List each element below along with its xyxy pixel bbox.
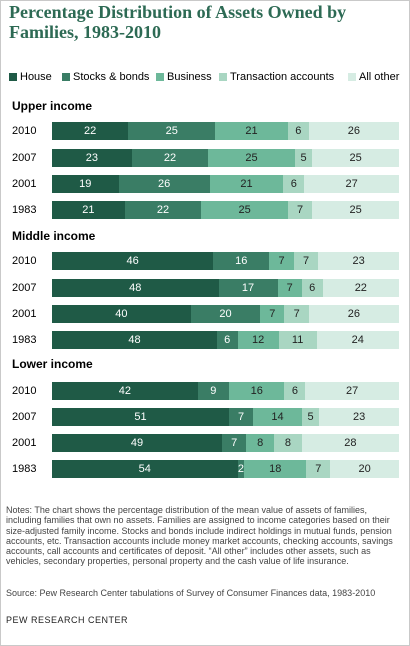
bar-segment-transaction-accounts: 6 <box>287 122 309 140</box>
bar-segment-business: 7 <box>260 305 285 323</box>
bar-segment-all-other: 20 <box>330 460 399 478</box>
bar-segment-business: 25 <box>201 201 288 219</box>
legend-swatch <box>62 73 70 81</box>
legend-label: Transaction accounts <box>230 71 335 83</box>
year-label: 2007 <box>12 411 37 423</box>
year-label: 1983 <box>12 334 37 346</box>
bar-segment-all-other: 27 <box>305 382 399 400</box>
bar-segment-house: 19 <box>52 175 119 193</box>
year-label: 2007 <box>12 152 37 164</box>
bar-segment-transaction-accounts: 6 <box>283 175 305 193</box>
bar-segment-business: 7 <box>269 252 294 270</box>
bar-segment-business: 12 <box>237 331 279 349</box>
legend-swatch <box>156 73 164 81</box>
bar-segment-stocks-bonds: 6 <box>216 331 238 349</box>
bar-segment-stocks-bonds: 17 <box>218 279 278 297</box>
bar-segment-transaction-accounts: 7 <box>293 252 319 270</box>
legend-swatch <box>219 73 227 81</box>
bar-segment-business: 18 <box>244 460 307 478</box>
bar-segment-house: 22 <box>52 122 129 140</box>
chart-notes: Notes: The chart shows the percentage di… <box>6 505 393 567</box>
chart-source: Source: Pew Research Center tabulations … <box>6 588 376 598</box>
bar-segment-transaction-accounts: 6 <box>284 382 306 400</box>
bar-segment-business: 21 <box>209 175 284 193</box>
bar-segment-stocks-bonds: 26 <box>118 175 210 193</box>
bar-segment-house: 42 <box>52 382 198 400</box>
section-heading-lower-income: Lower income <box>12 357 93 371</box>
year-label: 2001 <box>12 178 37 190</box>
bar-segment-business: 7 <box>277 279 302 297</box>
bar-segment-all-other: 28 <box>301 434 399 452</box>
bar-segment-stocks-bonds: 22 <box>131 149 209 167</box>
bar-segment-stocks-bonds: 2 <box>237 460 245 478</box>
bar-segment-all-other: 27 <box>304 175 399 193</box>
bar-segment-house: 40 <box>52 305 191 323</box>
chart-title: Percentage Distribution of Assets Owned … <box>9 2 347 42</box>
pew-research-center-credit: PEW RESEARCH CENTER <box>6 615 129 625</box>
chart-legend: House Stocks & bonds Business Transaction a… <box>9 70 409 84</box>
bar-segment-house: 23 <box>52 149 132 167</box>
section-heading-middle-income: Middle income <box>12 229 96 243</box>
bar-segment-transaction-accounts: 7 <box>306 460 331 478</box>
bar-segment-business: 16 <box>228 382 285 400</box>
bar-segment-house: 51 <box>52 408 229 426</box>
bar-segment-house: 46 <box>52 252 214 270</box>
legend-swatch <box>9 73 17 81</box>
section-heading-upper-income: Upper income <box>12 99 93 113</box>
bar-segment-stocks-bonds: 25 <box>128 122 216 140</box>
bar-segment-house: 54 <box>52 460 238 478</box>
year-label: 2010 <box>12 125 37 137</box>
bar-segment-all-other: 23 <box>318 252 399 270</box>
legend-swatch <box>348 73 356 81</box>
bar-segment-business: 8 <box>246 434 275 452</box>
year-label: 2007 <box>12 282 37 294</box>
bar-segment-transaction-accounts: 5 <box>294 149 313 167</box>
bar-segment-all-other: 25 <box>312 149 399 167</box>
bar-segment-transaction-accounts: 5 <box>301 408 320 426</box>
bar-segment-all-other: 26 <box>308 305 399 323</box>
bar-segment-all-other: 24 <box>316 331 399 349</box>
stacked-bar-chart: Upper income 2010 22 25 21 6 26 2007 23 22 25 5 25 20… <box>12 99 399 478</box>
legend-label: All other <box>359 71 400 83</box>
bar-segment-stocks-bonds: 7 <box>222 434 247 452</box>
year-label: 2010 <box>12 385 37 397</box>
legend-label: Business <box>167 71 212 83</box>
bar-segment-stocks-bonds: 7 <box>228 408 254 426</box>
bar-segment-transaction-accounts: 7 <box>284 305 309 323</box>
bar-segment-transaction-accounts: 7 <box>287 201 313 219</box>
bar-segment-stocks-bonds: 20 <box>190 305 261 323</box>
bar-segment-house: 21 <box>52 201 125 219</box>
bar-segment-business: 25 <box>208 149 295 167</box>
bar-segment-all-other: 22 <box>322 279 399 297</box>
bar-segment-stocks-bonds: 9 <box>197 382 229 400</box>
bar-segment-house: 49 <box>52 434 223 452</box>
bar-segment-business: 21 <box>215 122 288 140</box>
bar-segment-house: 48 <box>52 331 217 349</box>
legend-label: House <box>20 71 52 83</box>
bar-segment-stocks-bonds: 16 <box>213 252 270 270</box>
year-label: 1983 <box>12 463 37 475</box>
year-label: 2010 <box>12 255 37 267</box>
bar-segment-house: 48 <box>52 279 219 297</box>
bar-segment-business: 14 <box>253 408 302 426</box>
legend-label: Stocks & bonds <box>73 71 150 83</box>
bar-segment-transaction-accounts: 6 <box>301 279 323 297</box>
bar-segment-transaction-accounts: 11 <box>278 331 317 349</box>
bar-segment-stocks-bonds: 22 <box>124 201 202 219</box>
bar-segment-all-other: 23 <box>319 408 399 426</box>
bar-segment-transaction-accounts: 8 <box>274 434 302 452</box>
bar-segment-all-other: 26 <box>308 122 399 140</box>
bar-segment-all-other: 25 <box>312 201 399 219</box>
year-label: 2001 <box>12 437 37 449</box>
year-label: 2001 <box>12 308 37 320</box>
year-label: 1983 <box>12 204 37 216</box>
